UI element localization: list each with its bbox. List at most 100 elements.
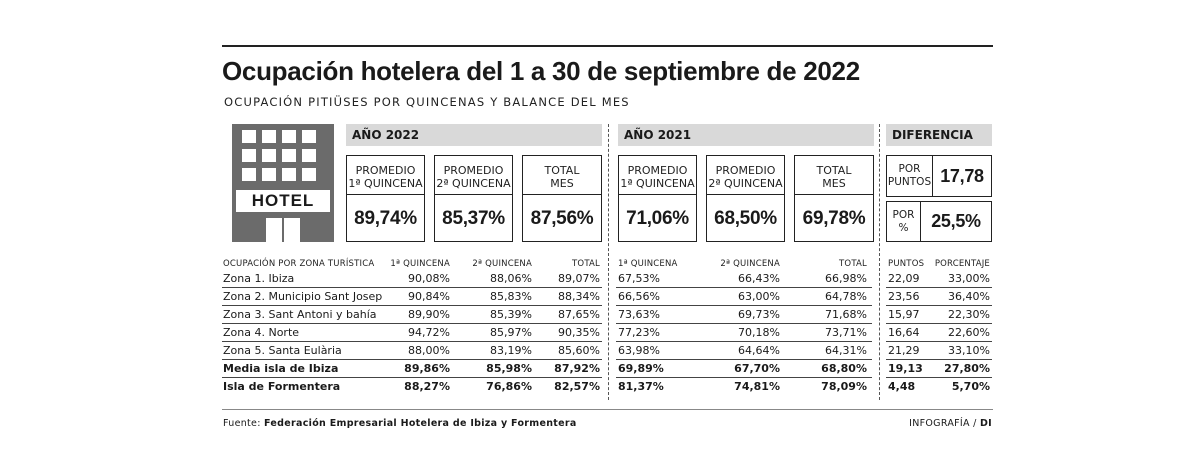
table-cell-q1-2022: 90,84% (408, 290, 450, 303)
summary-box-2021-total: TOTAL MES 69,78% (794, 155, 874, 242)
table-cell-total-2021: 68,80% (821, 362, 867, 375)
summary-value: 69,78% (802, 207, 866, 229)
table-cell-q1-2021: 66,56% (618, 290, 660, 303)
section-header-2022: AÑO 2022 (346, 124, 602, 146)
table-cell-q2-2022: 85,83% (490, 290, 532, 303)
column-header-q2-2022: 2ª QUINCENA (472, 259, 532, 269)
column-header-q1-2022: 1ª QUINCENA (390, 259, 450, 269)
page-subtitle: OCUPACIÓN PITIÜSES POR QUINCENAS Y BALAN… (224, 95, 630, 109)
summary-label: PROMEDIO 2ª QUINCENA (436, 164, 511, 190)
summary-label: PROMEDIO 2ª QUINCENA (708, 164, 783, 190)
row-divider (380, 377, 602, 378)
row-divider (886, 305, 992, 306)
table-cell-q1-2022: 90,08% (408, 272, 450, 285)
summary-value: 85,37% (442, 207, 505, 229)
table-cell-points: 21,29 (888, 344, 920, 357)
table-cell-q2-2021: 66,43% (738, 272, 780, 285)
separator-2021-diff (879, 124, 880, 400)
table-cell-total-2022: 90,35% (558, 326, 600, 339)
source-label: Fuente: (223, 418, 261, 429)
table-cell-q2-2021: 69,73% (738, 308, 780, 321)
table-cell-total-2022: 87,92% (554, 362, 600, 375)
section-header-2021: AÑO 2021 (618, 124, 874, 146)
row-divider (222, 287, 380, 288)
credit-label: INFOGRAFÍA / (909, 418, 977, 429)
table-cell-percent: 33,10% (948, 344, 990, 357)
summary-box-diff-points: POR PUNTOS 17,78 (886, 155, 992, 197)
zone-name: Media isla de Ibiza (223, 362, 339, 375)
row-divider (222, 359, 380, 360)
table-cell-total-2021: 78,09% (821, 380, 867, 393)
credit-note: INFOGRAFÍA / DI (880, 418, 992, 429)
column-header-total-2021: TOTAL (839, 259, 867, 269)
table-cell-points: 15,97 (888, 308, 920, 321)
row-divider (886, 377, 992, 378)
summary-label: PROMEDIO 1ª QUINCENA (620, 164, 695, 190)
summary-label: POR PUNTOS (887, 156, 933, 196)
row-divider (886, 359, 992, 360)
row-divider (886, 323, 992, 324)
row-divider (380, 305, 602, 306)
row-divider (616, 359, 872, 360)
table-cell-percent: 36,40% (948, 290, 990, 303)
table-cell-q2-2021: 67,70% (734, 362, 780, 375)
table-cell-q2-2022: 88,06% (490, 272, 532, 285)
credit-brand: DI (979, 418, 992, 429)
summary-value: 25,5% (931, 211, 981, 231)
summary-box-2021-q1: PROMEDIO 1ª QUINCENA 71,06% (618, 155, 697, 242)
table-cell-total-2021: 64,31% (825, 344, 867, 357)
hotel-building-graphic (232, 124, 334, 242)
zone-name: Zona 5. Santa Eulària (223, 344, 342, 357)
row-divider (380, 341, 602, 342)
table-cell-points: 23,56 (888, 290, 920, 303)
row-divider (380, 287, 602, 288)
table-cell-q1-2022: 89,86% (404, 362, 450, 375)
table-cell-q1-2021: 63,98% (618, 344, 660, 357)
table-cell-q1-2021: 67,53% (618, 272, 660, 285)
table-cell-percent: 5,70% (951, 380, 990, 393)
row-divider (886, 341, 992, 342)
column-header-zone: OCUPACIÓN POR ZONA TURÍSTICA (223, 259, 375, 269)
table-cell-percent: 27,80% (944, 362, 990, 375)
column-header-percent: PORCENTAJE (934, 259, 990, 269)
row-divider (616, 287, 872, 288)
row-divider (616, 323, 872, 324)
summary-box-2022-q2: PROMEDIO 2ª QUINCENA 85,37% (434, 155, 513, 242)
footer-rule (222, 409, 993, 410)
source-text: Federación Empresarial Hotelera de Ibiza… (264, 418, 577, 429)
table-cell-total-2022: 87,65% (558, 308, 600, 321)
summary-label: TOTAL MES (816, 164, 852, 190)
table-cell-total-2021: 66,98% (825, 272, 867, 285)
row-divider (222, 377, 380, 378)
page-title: Ocupación hotelera del 1 a 30 de septiem… (222, 56, 860, 86)
table-cell-q1-2022: 89,90% (408, 308, 450, 321)
table-cell-q2-2021: 63,00% (738, 290, 780, 303)
table-cell-points: 4,48 (888, 380, 916, 393)
table-cell-q2-2022: 83,19% (490, 344, 532, 357)
zone-name: Zona 2. Municipio Sant Josep (223, 290, 383, 303)
zone-name: Zona 4. Norte (223, 326, 300, 339)
column-header-q2-2021: 2ª QUINCENA (720, 259, 780, 269)
summary-value: 89,74% (354, 207, 417, 229)
row-divider (380, 359, 602, 360)
table-cell-q1-2022: 94,72% (408, 326, 450, 339)
source-note: Fuente: Federación Empresarial Hotelera … (223, 418, 577, 429)
table-cell-total-2022: 88,34% (558, 290, 600, 303)
summary-value: 68,50% (714, 207, 777, 229)
summary-value: 71,06% (626, 207, 689, 229)
row-divider (616, 305, 872, 306)
summary-box-2022-total: TOTAL MES 87,56% (522, 155, 602, 242)
table-cell-q2-2022: 85,97% (490, 326, 532, 339)
table-cell-q1-2021: 73,63% (618, 308, 660, 321)
table-cell-total-2021: 71,68% (825, 308, 867, 321)
table-cell-total-2022: 85,60% (558, 344, 600, 357)
summary-label: PROMEDIO 1ª QUINCENA (348, 164, 423, 190)
table-cell-points: 16,64 (888, 326, 920, 339)
table-cell-total-2022: 82,57% (554, 380, 600, 393)
summary-label: TOTAL MES (544, 164, 580, 190)
top-rule (222, 45, 993, 47)
row-divider (380, 323, 602, 324)
column-header-q1-2021: 1ª QUINCENA (618, 259, 678, 269)
row-divider (616, 341, 872, 342)
